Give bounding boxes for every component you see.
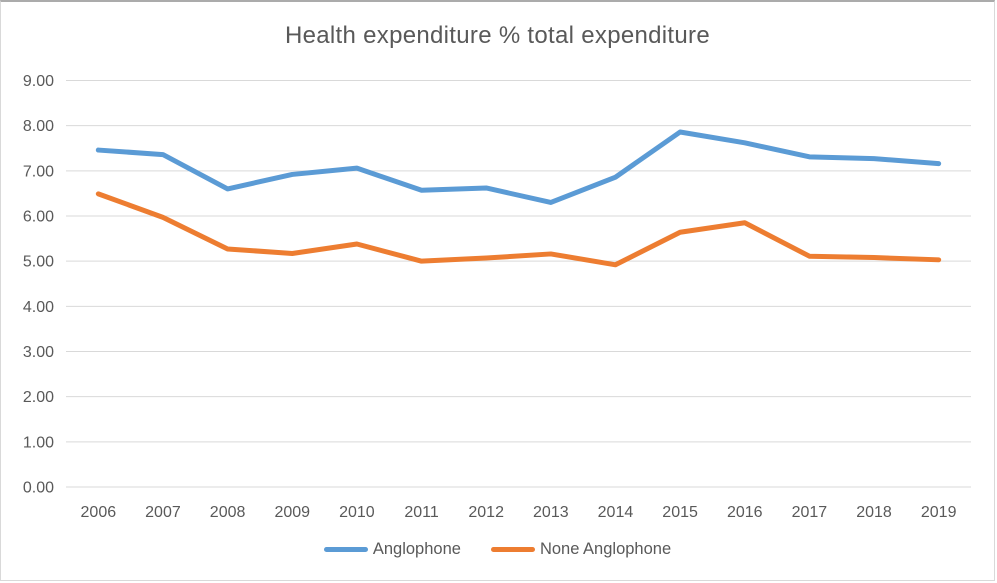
legend-marker-none-anglophone: [490, 547, 535, 552]
legend-label-anglophone: Anglophone: [372, 540, 461, 558]
chart-title: Health expenditure % total expenditure: [284, 22, 710, 49]
x-axis-tick-label: 2019: [921, 504, 957, 521]
legend-marker-anglophone: [323, 547, 368, 552]
x-axis-tick-label: 2015: [662, 504, 698, 521]
x-axis-tick-label: 2016: [727, 504, 763, 521]
x-axis-tick-label: 2012: [468, 504, 504, 521]
legend-item-anglophone: Anglophone: [323, 540, 461, 559]
y-axis-tick-label: 4.00: [23, 299, 54, 316]
y-axis-tick-label: 9.00: [23, 73, 54, 90]
x-axis-tick-label: 2010: [339, 504, 375, 521]
y-axis-tick-label: 6.00: [23, 209, 54, 226]
y-axis-tick-label: 1.00: [23, 434, 54, 451]
x-axis-tick-label: 2007: [145, 504, 181, 521]
y-axis-tick-label: 3.00: [23, 344, 54, 361]
y-axis-tick-label: 2.00: [23, 389, 54, 406]
legend-item-none-anglophone: None Anglophone: [490, 540, 672, 559]
y-axis-tick-label: 5.00: [23, 254, 54, 271]
y-axis-tick-label: 8.00: [23, 118, 54, 135]
series-line-anglophone: [95, 129, 942, 205]
x-axis-tick-label: 2009: [274, 504, 310, 521]
x-axis-tick-label: 2006: [81, 504, 117, 521]
series-line-none-anglophone: [95, 191, 942, 268]
legend-label-none-anglophone: None Anglophone: [539, 540, 672, 558]
x-axis-tick-label: 2014: [598, 504, 634, 521]
x-axis-tick-label: 2011: [404, 504, 439, 521]
chart-legend: Anglophone None Anglophone: [1, 540, 994, 559]
x-axis-tick-label: 2017: [792, 504, 828, 521]
x-axis-tick-label: 2018: [856, 504, 892, 521]
y-axis-tick-label: 7.00: [23, 163, 54, 180]
x-axis-tick-label: 2008: [210, 504, 246, 521]
y-axis-tick-label: 0.00: [23, 480, 54, 497]
x-axis-tick-label: 2013: [533, 504, 569, 521]
